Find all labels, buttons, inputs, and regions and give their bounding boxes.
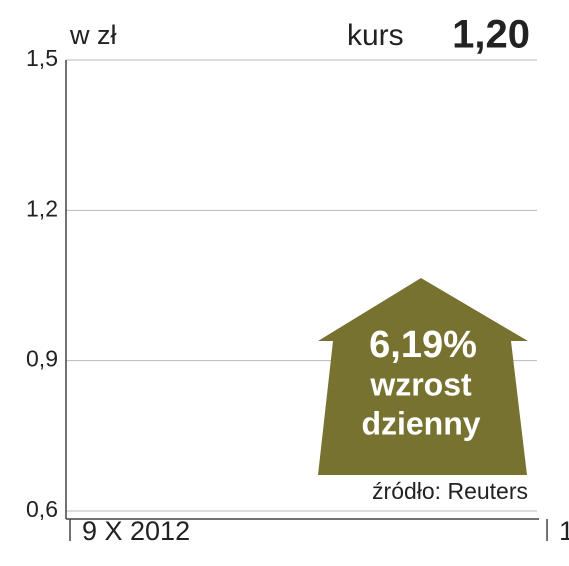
- y-tick-label: 0,9: [26, 346, 58, 372]
- x-tick-label: 9 X 2012: [82, 516, 190, 546]
- x-tick-label: 19 II 2013: [559, 516, 569, 546]
- y-tick-label: 1,5: [26, 45, 58, 71]
- unit-label: w zł: [69, 20, 117, 50]
- change-label: 6,19%: [369, 324, 477, 366]
- y-tick-label: 0,6: [26, 496, 58, 522]
- y-tick-label: 1,2: [26, 195, 58, 221]
- annotation-line: wzrost: [369, 366, 472, 402]
- current-label: kurs: [347, 19, 404, 52]
- current-value: 1,20: [452, 13, 530, 57]
- source: źródło: Reuters: [372, 478, 528, 504]
- annotation-line: dzienny: [361, 405, 480, 441]
- arrow: [318, 278, 528, 475]
